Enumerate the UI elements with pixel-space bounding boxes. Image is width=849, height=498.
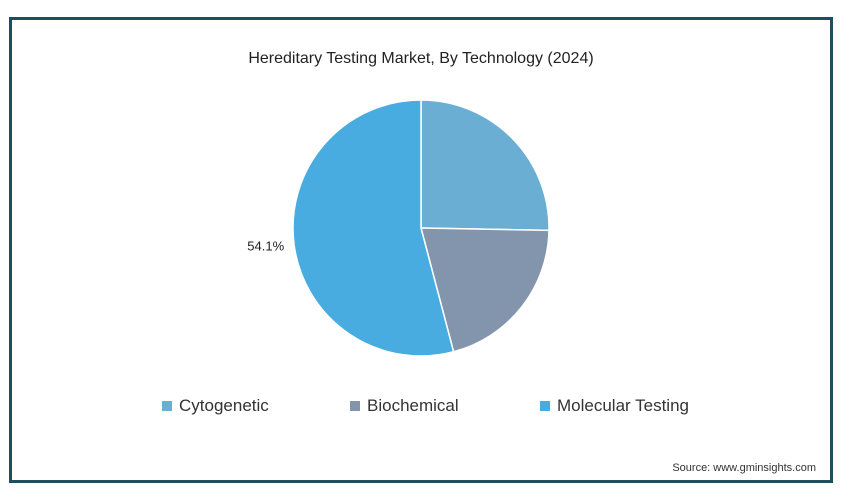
legend-swatch-cytogenetic (162, 401, 172, 411)
pie-slice-biochemical (420, 227, 550, 353)
legend-swatch-molecular-testing (540, 401, 550, 411)
legend-label: Molecular Testing (557, 396, 689, 415)
legend-item-biochemical: Biochemical (350, 396, 459, 416)
chart-legend: Cytogenetic Biochemical Molecular Testin… (12, 396, 830, 420)
legend-item-cytogenetic: Cytogenetic (162, 396, 269, 416)
pie-slice-cytogenetic (420, 99, 550, 232)
legend-swatch-biochemical (350, 401, 360, 411)
pie-slice-molecular-testing (292, 99, 455, 357)
chart-frame: Hereditary Testing Market, By Technology… (9, 17, 833, 483)
chart-title: Hereditary Testing Market, By Technology… (248, 50, 594, 67)
legend-label: Biochemical (367, 396, 459, 415)
legend-label: Cytogenetic (179, 396, 269, 415)
source-note: Source: www.gminsights.com (672, 462, 816, 474)
data-label-molecular-testing: 54.1% (247, 239, 284, 254)
pie-chart: 54.1% (247, 99, 550, 357)
legend-item-molecular-testing: Molecular Testing (540, 396, 689, 416)
